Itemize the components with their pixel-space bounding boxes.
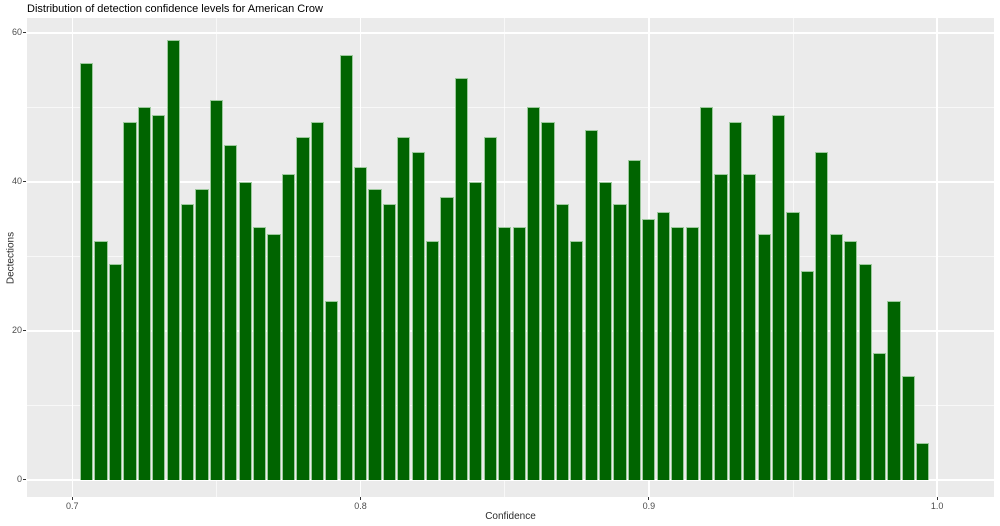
y-tick-mark: [23, 479, 26, 481]
histogram-bar: [872, 353, 887, 480]
histogram-bar: [541, 122, 555, 480]
histogram-bar: [454, 77, 469, 480]
histogram-bar: [728, 122, 742, 480]
histogram-bar: [743, 174, 757, 480]
histogram-bar: [555, 204, 569, 480]
x-tick-mark: [648, 497, 650, 500]
histogram-bar: [584, 129, 598, 480]
y-major-gridline: [27, 181, 994, 183]
histogram-bar: [108, 263, 123, 480]
histogram-bar: [325, 301, 339, 480]
histogram-bar: [281, 174, 296, 480]
histogram-bar: [844, 241, 858, 480]
chart-title: Distribution of detection confidence lev…: [27, 3, 323, 15]
y-tick-label: 0: [16, 474, 22, 485]
histogram-bar: [570, 241, 584, 480]
histogram-bar: [613, 204, 627, 480]
y-tick-mark: [23, 32, 26, 34]
histogram-bar: [526, 107, 541, 480]
histogram-bar: [483, 137, 497, 480]
histogram-bar: [310, 122, 324, 480]
histogram-bar: [699, 107, 714, 480]
histogram-bar: [411, 152, 425, 480]
histogram-bar: [858, 263, 872, 480]
y-minor-gridline: [27, 106, 994, 108]
histogram-bar: [671, 226, 685, 480]
histogram-bar: [80, 62, 94, 480]
histogram-bar: [512, 226, 526, 480]
x-axis-title: Confidence: [485, 511, 536, 522]
x-tick-label: 0.8: [354, 501, 367, 511]
histogram-bar: [440, 196, 454, 480]
y-tick-label: 40: [11, 176, 22, 187]
y-tick-mark: [23, 181, 26, 183]
histogram-bar: [195, 189, 209, 480]
x-major-gridline: [936, 18, 938, 497]
histogram-bar: [901, 375, 915, 480]
x-tick-label: 0.9: [642, 501, 656, 511]
x-major-gridline: [71, 18, 73, 497]
y-tick-mark: [23, 330, 26, 332]
histogram-bar: [772, 114, 786, 480]
histogram-bar: [382, 204, 396, 480]
histogram-bar: [426, 241, 440, 480]
histogram-bar: [656, 211, 670, 480]
histogram-bar: [800, 271, 815, 480]
histogram-bar: [94, 241, 108, 480]
x-tick-label: 1.0: [930, 501, 944, 511]
y-major-gridline: [27, 479, 994, 481]
histogram-bar: [397, 137, 411, 480]
histogram-bar: [137, 107, 151, 480]
y-major-gridline: [27, 32, 994, 34]
histogram-bar: [757, 234, 771, 480]
histogram-bar: [887, 301, 901, 480]
histogram-bar: [224, 144, 238, 480]
histogram-bar: [166, 40, 180, 480]
histogram-bar: [469, 181, 483, 480]
histogram-bar: [714, 174, 728, 480]
x-tick-mark: [360, 497, 362, 500]
histogram-bar: [642, 219, 656, 480]
histogram-bar: [916, 442, 930, 480]
histogram-bar: [353, 166, 368, 480]
x-tick-mark: [71, 497, 73, 500]
y-tick-label: 60: [11, 27, 22, 38]
histogram-bar: [339, 55, 353, 480]
histogram-bar: [209, 99, 224, 480]
histogram-bar: [180, 204, 195, 480]
histogram-bar: [152, 114, 166, 480]
histogram-bar: [253, 226, 267, 480]
histogram-bar: [267, 234, 281, 480]
histogram-bar: [685, 226, 699, 480]
histogram-bar: [238, 181, 252, 480]
x-tick-mark: [936, 497, 938, 500]
histogram-bar: [627, 159, 642, 480]
histogram-bar: [815, 152, 829, 480]
y-axis-title: Dectections: [5, 231, 17, 284]
histogram-bar: [599, 181, 613, 480]
plot-panel: [27, 18, 994, 497]
histogram-bar: [829, 234, 843, 480]
x-tick-label: 0.7: [65, 501, 79, 511]
histogram-bar: [786, 211, 800, 480]
histogram-bar: [498, 226, 512, 480]
histogram-bar: [368, 189, 382, 480]
histogram-bar: [123, 122, 137, 480]
histogram-bar: [296, 137, 310, 480]
y-tick-label: 20: [11, 325, 22, 336]
